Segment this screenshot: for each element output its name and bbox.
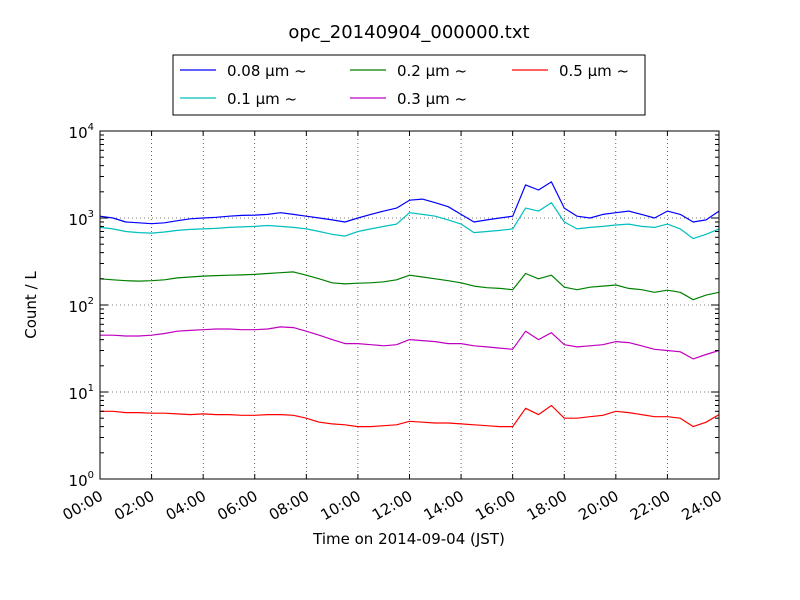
y-tick-label: 100 <box>69 470 94 490</box>
x-tick-label: 10:00 <box>317 487 363 524</box>
legend-label-4: 0.5 μm ~ <box>559 62 629 80</box>
x-tick-label: 20:00 <box>575 487 621 524</box>
y-tick-label: 101 <box>69 383 94 403</box>
legend-label-1: 0.1 μm ~ <box>227 90 297 108</box>
series-line-0 <box>99 181 720 225</box>
x-axis: 00:00 02:00 04:00 06:00 08:00 10:00 12:00 14:00… <box>60 131 725 524</box>
series-line-3 <box>100 326 720 360</box>
y-tick-label: 104 <box>69 122 94 142</box>
series-line-2 <box>99 271 720 301</box>
x-tick-label: 02:00 <box>111 487 157 524</box>
legend: 0.08 μm ~ 0.1 μm ~ 0.2 μm ~ 0.3 μm ~ 0.5 μm … <box>172 54 646 116</box>
x-tick-label: 14:00 <box>421 487 467 524</box>
y-tick-label: 102 <box>69 296 94 316</box>
x-tick-label: 16:00 <box>472 487 518 524</box>
x-tick-label: 12:00 <box>369 487 415 524</box>
chart-title: opc_20140904_000000.txt <box>288 22 529 43</box>
series-line-4 <box>100 404 720 428</box>
series-line-1 <box>99 202 720 240</box>
x-tick-label: 24:00 <box>679 487 725 524</box>
y-axis: 100 101 102 103 104 <box>69 122 719 490</box>
y-axis-label: Count / L <box>22 271 40 339</box>
series-layer <box>99 181 720 428</box>
legend-label-2: 0.2 μm ~ <box>397 62 467 80</box>
x-axis-label: Time on 2014-09-04 (JST) <box>312 530 505 548</box>
x-tick-label: 04:00 <box>163 487 209 524</box>
grid <box>100 131 719 479</box>
legend-label-0: 0.08 μm ~ <box>227 62 307 80</box>
legend-label-3: 0.3 μm ~ <box>397 90 467 108</box>
x-tick-label: 06:00 <box>214 487 260 524</box>
legend-box <box>172 54 646 116</box>
x-tick-label: 18:00 <box>524 487 570 524</box>
x-tick-label: 08:00 <box>266 487 312 524</box>
x-tick-label: 00:00 <box>60 487 106 524</box>
y-tick-label: 103 <box>69 209 94 229</box>
x-tick-label: 22:00 <box>627 487 673 524</box>
